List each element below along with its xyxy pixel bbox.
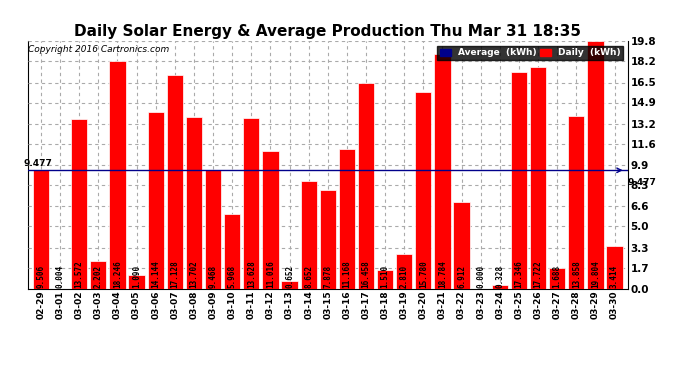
Bar <box>568 116 584 289</box>
Bar <box>549 268 565 289</box>
Bar <box>453 202 470 289</box>
Text: 7.878: 7.878 <box>323 265 333 288</box>
Bar <box>587 41 604 289</box>
Text: 17.346: 17.346 <box>515 260 524 288</box>
Text: 1.090: 1.090 <box>132 265 141 288</box>
Bar <box>511 72 527 289</box>
Bar <box>339 149 355 289</box>
Text: 19.804: 19.804 <box>591 260 600 288</box>
Text: 0.000: 0.000 <box>476 265 485 288</box>
Bar <box>243 118 259 289</box>
Text: 9.506: 9.506 <box>37 265 46 288</box>
Text: 3.414: 3.414 <box>610 265 619 288</box>
Bar <box>434 54 451 289</box>
Text: 6.912: 6.912 <box>457 265 466 288</box>
Text: 16.458: 16.458 <box>362 260 371 288</box>
Text: 11.168: 11.168 <box>342 260 351 288</box>
Text: 1.510: 1.510 <box>381 265 390 288</box>
Text: 0.652: 0.652 <box>285 265 294 288</box>
Bar <box>128 275 145 289</box>
Bar <box>71 119 88 289</box>
Bar <box>530 67 546 289</box>
Text: Copyright 2016 Cartronics.com: Copyright 2016 Cartronics.com <box>28 45 169 54</box>
Text: 13.628: 13.628 <box>247 260 256 288</box>
Bar <box>607 246 622 289</box>
Text: 18.246: 18.246 <box>113 260 122 288</box>
Text: 9.468: 9.468 <box>208 265 217 288</box>
Bar <box>415 92 431 289</box>
Text: 18.784: 18.784 <box>438 260 447 288</box>
Text: 8.652: 8.652 <box>304 265 313 288</box>
Text: 17.128: 17.128 <box>170 260 179 288</box>
Bar <box>224 214 240 289</box>
Title: Daily Solar Energy & Average Production Thu Mar 31 18:35: Daily Solar Energy & Average Production … <box>75 24 581 39</box>
Bar <box>377 270 393 289</box>
Bar <box>186 117 202 289</box>
Text: 2.810: 2.810 <box>400 265 408 288</box>
Text: 9.477: 9.477 <box>628 178 657 187</box>
Bar <box>492 285 508 289</box>
Text: 0.328: 0.328 <box>495 265 504 288</box>
Text: 9.477: 9.477 <box>23 159 52 168</box>
Text: 14.144: 14.144 <box>151 260 160 288</box>
Bar <box>167 75 183 289</box>
Text: 17.722: 17.722 <box>533 260 542 288</box>
Text: 11.016: 11.016 <box>266 260 275 288</box>
Text: 2.202: 2.202 <box>94 265 103 288</box>
Text: 13.702: 13.702 <box>190 260 199 288</box>
Legend: Average  (kWh), Daily  (kWh): Average (kWh), Daily (kWh) <box>437 46 623 60</box>
Text: 15.780: 15.780 <box>419 260 428 288</box>
Bar <box>396 254 413 289</box>
Bar <box>109 61 126 289</box>
Text: 0.004: 0.004 <box>56 265 65 288</box>
Text: 13.858: 13.858 <box>572 260 581 288</box>
Bar <box>282 280 297 289</box>
Bar <box>301 181 317 289</box>
Bar <box>90 261 106 289</box>
Bar <box>262 151 279 289</box>
Bar <box>205 170 221 289</box>
Bar <box>148 112 164 289</box>
Bar <box>358 83 374 289</box>
Bar <box>33 170 49 289</box>
Bar <box>319 190 336 289</box>
Text: 1.688: 1.688 <box>553 265 562 288</box>
Text: 13.572: 13.572 <box>75 260 83 288</box>
Text: 5.968: 5.968 <box>228 265 237 288</box>
